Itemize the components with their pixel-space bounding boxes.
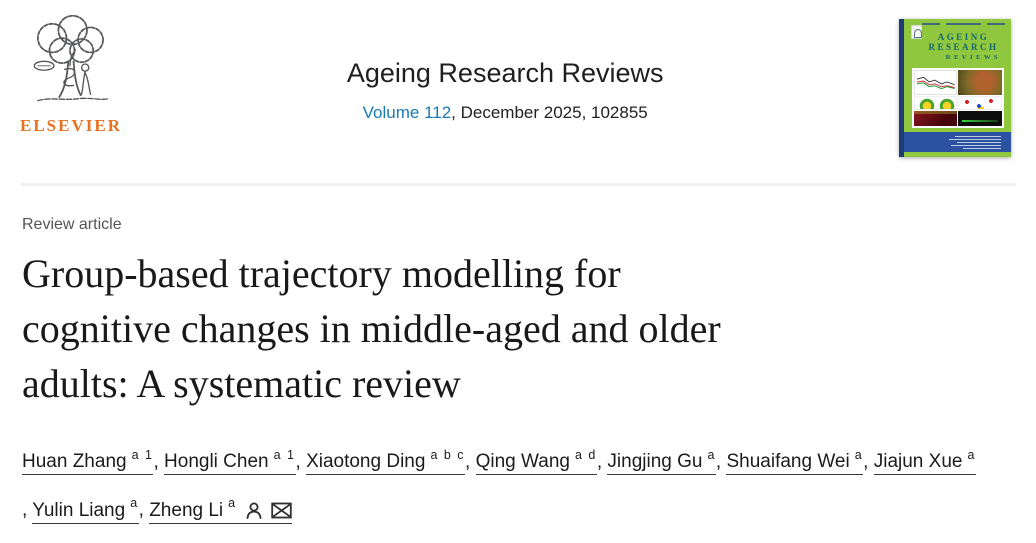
author-affiliation-sup: a (130, 496, 139, 511)
author-link[interactable]: Hongli Chen a 1 (164, 448, 296, 476)
author: , Yulin Liang a (22, 483, 139, 531)
author-link[interactable]: Huan Zhang a 1 (22, 448, 154, 476)
author-separator: , (153, 451, 165, 473)
author-affiliation-sup: a (854, 448, 864, 462)
author: , Hongli Chen a 1 (153, 435, 296, 483)
author-name: Hongli Chen (164, 451, 269, 473)
author: , Qing Wang a d (465, 435, 597, 483)
journal-header: ELSEVIER Ageing Research Reviews Volume … (0, 0, 1036, 183)
cover-figure-brain-sections (913, 95, 957, 111)
author-name: Jiajun Xue (873, 451, 963, 473)
author-separator: , (138, 499, 150, 521)
author-separator: , (22, 499, 33, 521)
author: , Zheng Li a (139, 483, 292, 531)
cover-editors-band (904, 132, 1011, 152)
cover-figure-monkey-photo (958, 70, 1002, 95)
author: Huan Zhang a 1 (22, 435, 154, 483)
cover-figure-network-diagram (958, 95, 1002, 111)
author-affiliation-sup: a (967, 448, 976, 462)
cover-title-line1: AGEING (937, 32, 990, 42)
author-profile-icon (237, 500, 263, 521)
author-link[interactable]: Xiaotong Ding a b c (306, 448, 466, 476)
author-link[interactable]: Yulin Liang a (32, 496, 139, 524)
article-type-label: Review article (22, 216, 122, 233)
cover-title-line3: REVIEWS (945, 54, 1001, 61)
author-name: Xiaotong Ding (306, 451, 426, 473)
author-name: Yulin Liang (32, 499, 126, 521)
article-main: Review article Group-based trajectory mo… (0, 186, 1036, 532)
author-affiliation-sup: a (707, 448, 716, 462)
cover-elsevier-mini-logo (911, 25, 922, 39)
issue-suffix: , December 2025, 102855 (451, 103, 648, 122)
author-separator: , (596, 451, 608, 473)
elsevier-logo[interactable]: ELSEVIER (20, 14, 120, 136)
journal-meta: Ageing Research Reviews Volume 112, Dece… (185, 58, 825, 123)
author-link corresponding[interactable]: Zheng Li a (149, 496, 292, 524)
cover-spine (899, 19, 904, 157)
article-title-line2: cognitive changes in middle-aged and old… (22, 306, 721, 351)
author-affiliation-sup: a 1 (273, 448, 296, 462)
author: , Xiaotong Ding a b c (296, 435, 466, 483)
header-divider (21, 183, 1016, 186)
author-affiliation-sup: a b c (430, 448, 466, 462)
author-name: Zheng Li (149, 499, 224, 521)
author-list: Huan Zhang a 1, Hongli Chen a 1, Xiaotong … (22, 435, 1014, 532)
cover-figure-microscopy-photo (913, 111, 957, 126)
author-name: Qing Wang (475, 451, 570, 473)
author-link[interactable]: Jingjing Gu a (607, 448, 716, 476)
author-separator: , (715, 451, 727, 473)
journal-title-link[interactable]: Ageing Research Reviews (346, 58, 664, 88)
cover-title-line2: RESEARCH (928, 42, 999, 52)
journal-cover-thumbnail[interactable]: AGEING RESEARCH REVIEWS (899, 19, 1011, 157)
author-name: Shuaifang Wei (726, 451, 850, 473)
article-title-line3: adults: A systematic review (22, 361, 461, 406)
cover-figure-dark-panel (958, 111, 1002, 126)
article-title-line1: Group-based trajectory modelling for (22, 251, 621, 296)
cover-top-text-lines (908, 21, 1007, 25)
article-title: Group-based trajectory modelling for cogn… (22, 246, 982, 411)
author-separator: , (295, 451, 307, 473)
author-affiliation-sup: a 1 (131, 448, 154, 462)
author-affiliation-sup: a d (574, 448, 597, 462)
author: , Jiajun Xue a (863, 435, 976, 483)
issue-line: Volume 112, December 2025, 102855 (185, 103, 825, 123)
envelope-icon (263, 500, 292, 521)
elsevier-wordmark: ELSEVIER (20, 116, 122, 135)
cover-figure-line-chart (913, 70, 957, 95)
author-link[interactable]: Jiajun Xue a (873, 448, 976, 476)
cover-body: AGEING RESEARCH REVIEWS (904, 19, 1011, 157)
author-name: Huan Zhang (22, 451, 127, 473)
author-name: Jingjing Gu (607, 451, 703, 473)
elsevier-tree-icon (20, 14, 120, 114)
author-link[interactable]: Shuaifang Wei a (726, 448, 864, 476)
cover-title: AGEING RESEARCH REVIEWS (908, 32, 1007, 63)
cover-figure-collage (911, 68, 1004, 128)
author-link[interactable]: Qing Wang a d (475, 448, 597, 476)
author: , Shuaifang Wei a (715, 435, 864, 483)
author-affiliation-sup: a (228, 496, 237, 511)
author-separator: , (465, 451, 476, 473)
volume-link[interactable]: Volume 112 (362, 103, 452, 122)
author: , Jingjing Gu a (597, 435, 716, 483)
author-separator: , (863, 451, 874, 473)
